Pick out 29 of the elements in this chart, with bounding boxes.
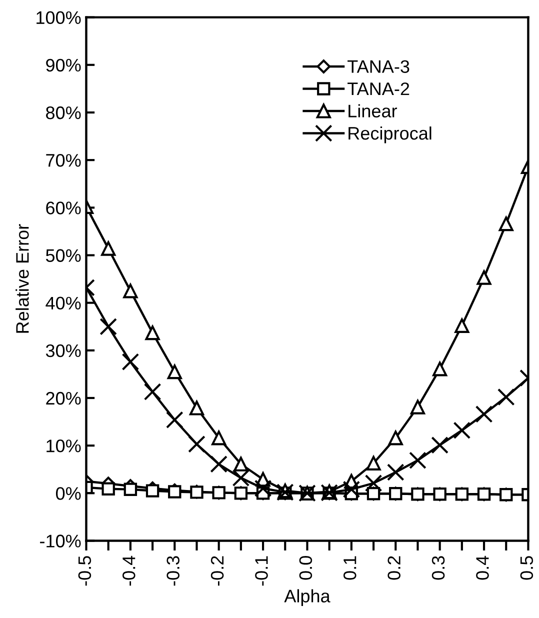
y-tick-label: 20% (46, 392, 81, 405)
y-tick-label: 0% (56, 487, 81, 500)
y-tick-label: 80% (46, 106, 81, 120)
y-axis-title: Relative Error (16, 224, 29, 333)
x-tick-label: -0.2 (210, 556, 224, 586)
x-tick-label: -0.4 (122, 556, 136, 586)
x-tick-label: 0.0 (299, 556, 312, 580)
x-axis-title: Alpha (284, 589, 330, 606)
y-tick-label: 10% (46, 440, 81, 452)
y-tick-label: 50% (46, 249, 81, 262)
x-tick-label: 0.2 (388, 556, 400, 580)
x-tick-label: 0.5 (520, 556, 534, 580)
y-tick-label: 70% (46, 154, 81, 167)
legend-label: Reciprocal (348, 126, 432, 144)
y-tick-label: 30% (46, 344, 81, 358)
legend-label: TANA-2 (348, 82, 410, 96)
y-tick-label: 40% (46, 296, 81, 310)
y-tick-label: 90% (46, 58, 81, 72)
legend-label: TANA-3 (348, 60, 410, 73)
y-tick-label: 60% (46, 202, 81, 214)
x-tick-label: 0.1 (343, 556, 356, 580)
x-tick-label: 0.4 (476, 556, 489, 580)
y-tick-label: -10% (40, 534, 81, 548)
legend-label: Linear (348, 104, 398, 118)
y-tick-label: 100% (36, 11, 81, 24)
x-tick-label: -0.3 (166, 556, 180, 586)
x-tick-label: -0.5 (78, 556, 92, 586)
x-tick-label: 0.3 (432, 556, 445, 580)
x-tick-label: -0.1 (255, 556, 268, 586)
